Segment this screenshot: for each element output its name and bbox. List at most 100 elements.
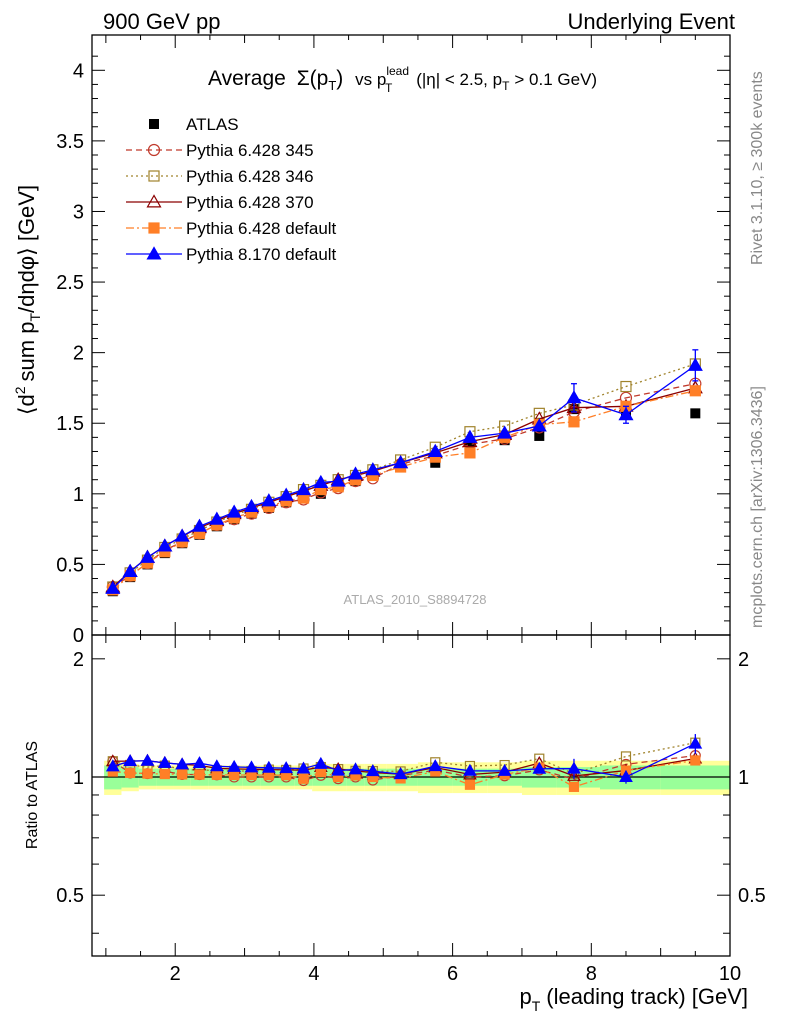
point-p8: [157, 538, 173, 552]
ratio-y-tick-label-right: 1: [738, 767, 749, 789]
ratio-point-p6def: [194, 769, 205, 780]
ratio-point-p6def: [298, 773, 309, 784]
header-right: Underlying Event: [567, 9, 735, 34]
legend-label-p8: Pythia 8.170 default: [186, 245, 337, 264]
title-sigma: Σ(p: [297, 67, 329, 90]
title-vs: vs p: [355, 70, 386, 89]
ratio-point-p8: [244, 760, 259, 773]
mcplots-label: mcplots.cern.ch [arXiv:1306.3436]: [749, 386, 766, 628]
point-p6def: [568, 416, 580, 428]
y-tick-label: 2.5: [56, 272, 84, 294]
y-tick-label: 4: [73, 60, 84, 82]
ratio-point-p8: [209, 759, 224, 772]
ratio-point-p8: [192, 756, 207, 769]
series-line-p345: [112, 383, 696, 588]
data-point-atlas: [534, 430, 545, 441]
legend-marker-p345: [147, 143, 161, 157]
data-point-atlas: [464, 439, 475, 450]
legend-marker-p346: [148, 170, 160, 182]
y-tick-label: 1: [73, 484, 84, 506]
ratio-point-p346: [620, 751, 632, 762]
series-line-p6def: [112, 390, 696, 591]
ratio-point-p6def: [690, 755, 701, 766]
point-p8: [330, 473, 346, 487]
point-p8: [261, 493, 277, 507]
axes: 2 4 6 8 10 0 0.5 1 1.5 2 2.5 3 3.5 4 0.5 0.5 1 1 2 2: [56, 35, 766, 985]
ratio-point-p8: [497, 763, 512, 776]
ratio-point-p6def: [464, 779, 476, 790]
title-cuts-sub: T: [502, 79, 510, 93]
ratio-y-tick-label: 1: [73, 767, 84, 789]
data-point-atlas: [430, 457, 441, 468]
ratio-point-p8: [331, 763, 346, 776]
point-p6def: [689, 385, 701, 397]
y-tick-label: 3.5: [56, 131, 84, 153]
ratio-point-p6def: [159, 768, 170, 780]
point-p8: [226, 504, 242, 518]
main-series: [105, 349, 703, 597]
ratio-point-p8: [393, 767, 408, 780]
point-p8: [365, 462, 381, 476]
legend-label-p345: Pythia 6.428 345: [186, 141, 314, 160]
title-cuts-end: > 0.1 GeV): [514, 70, 597, 89]
point-p8: [174, 528, 190, 542]
point-p8: [209, 511, 225, 525]
point-p8: [347, 466, 364, 480]
point-p8: [427, 443, 443, 457]
point-p8: [139, 549, 156, 563]
point-p8: [243, 498, 260, 513]
ylabel-sub: T: [27, 313, 43, 322]
ratio-frame: [91, 634, 731, 957]
point-p8: [462, 429, 478, 443]
main-ylabel: ⟨d2 sum pT/dηdφ⟩ [GeV]: [12, 185, 43, 415]
ratio-point-p8: [365, 764, 380, 777]
analysis-watermark: ATLAS_2010_S8894728: [344, 592, 487, 607]
ratio-point-p8: [227, 759, 242, 772]
y-tick-label: 1.5: [56, 413, 84, 435]
y-tick-label: 2: [73, 343, 84, 365]
ratio-point-p6def: [177, 769, 188, 780]
point-p8: [122, 563, 138, 577]
data-point-atlas: [690, 408, 701, 419]
ratio-ylabel: Ratio to ATLAS: [24, 741, 41, 849]
ratio-point-p6def: [125, 767, 136, 778]
title-cuts: (|η| < 2.5, p: [416, 70, 502, 89]
ratio-point-p8: [348, 762, 363, 775]
legend: ATLAS Pythia 6.428 345 Pythia 6.428 346 Pyt…: [126, 115, 337, 264]
y-tick-label: 3: [73, 201, 84, 223]
point-p8: [497, 425, 513, 439]
ratio-point-p8: [175, 757, 190, 770]
point-p8: [313, 474, 329, 489]
ratio-point-p8: [532, 761, 547, 774]
legend-marker-p6def: [148, 222, 160, 234]
point-p6def: [464, 447, 476, 459]
ratio-point-p8: [428, 759, 443, 772]
x-tick-label: 6: [447, 963, 458, 985]
point-p346: [620, 380, 632, 393]
ratio-point-p8: [105, 759, 120, 772]
ratio-point-p6def: [142, 768, 153, 779]
point-p8: [105, 580, 121, 594]
legend-label-p6def: Pythia 6.428 default: [186, 219, 337, 238]
series-line-p370: [112, 387, 696, 588]
ratio-y-tick-label: 0.5: [56, 885, 84, 907]
header-left: 900 GeV pp: [103, 9, 220, 34]
series-line-p346: [112, 363, 696, 588]
ratio-line-p346: [112, 742, 696, 775]
x-tick-label: 2: [170, 963, 181, 985]
legend-label-p370: Pythia 6.428 370: [186, 193, 314, 212]
legend-marker-p8: [146, 246, 162, 260]
point-p8: [191, 518, 208, 532]
legend-label-p346: Pythia 6.428 346: [186, 167, 314, 186]
x-tick-label: 8: [586, 963, 597, 985]
point-p8: [278, 487, 294, 501]
ratio-point-p6def: [568, 781, 580, 792]
xlabel-rest: (leading track) [GeV]: [546, 984, 748, 1009]
ratio-point-p8: [463, 763, 477, 776]
ylabel-mid: sum p: [14, 322, 39, 382]
point-p8: [295, 481, 312, 496]
point-p8: [531, 418, 547, 432]
ratio-point-p8: [157, 755, 172, 768]
ratio-point-p8: [123, 754, 138, 767]
